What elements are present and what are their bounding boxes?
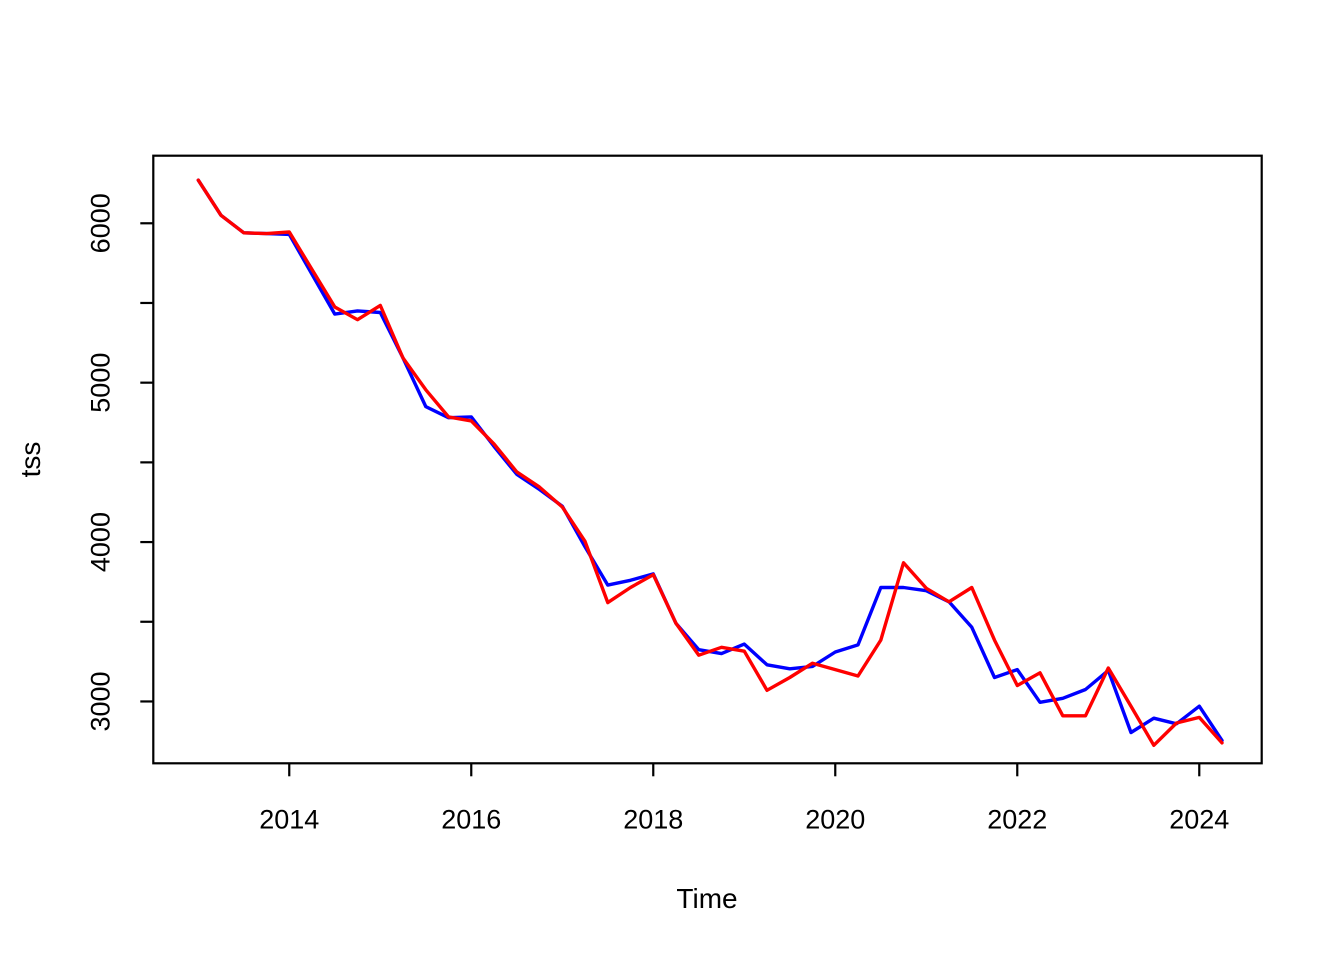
series-blue-line [196, 178, 1224, 743]
series-red-line [196, 178, 1224, 747]
plot-area: 2014 2016 2018 2020 2022 2024 3000 4000 5000 6000 [85, 154, 1263, 834]
x-tick-label-2018: 2018 [623, 804, 683, 834]
y-axis-title: tss [15, 442, 46, 478]
x-tick-label-2024: 2024 [1169, 804, 1229, 834]
x-axis-title: Time [676, 883, 737, 914]
x-tick-label-2014: 2014 [259, 804, 319, 834]
plot-border [152, 154, 1263, 765]
y-tick-label-3000: 3000 [85, 671, 115, 731]
y-tick-label-6000: 6000 [85, 193, 115, 253]
y-tick-label-5000: 5000 [85, 353, 115, 413]
x-tick-label-2020: 2020 [805, 804, 865, 834]
y-tick-label-4000: 4000 [85, 512, 115, 572]
x-tick-label-2022: 2022 [987, 804, 1047, 834]
x-tick-label-2016: 2016 [441, 804, 501, 834]
